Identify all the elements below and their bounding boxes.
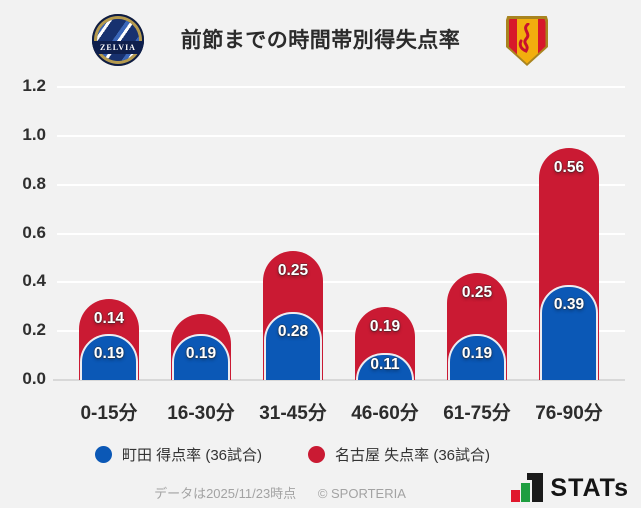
bar-scoring-segment <box>448 333 506 380</box>
x-tick-label: 76-90分 <box>535 403 603 424</box>
y-axis: 1.2 1.0 0.8 0.6 0.4 0.2 0.0 <box>6 76 46 388</box>
bar-value-label-blue: 0.28 <box>277 322 309 340</box>
legend-item: 町田 得点率 (36試合) <box>94 444 262 465</box>
stats-bars-icon <box>511 473 544 503</box>
bar-scoring-segment <box>264 311 322 380</box>
x-tick-label: 16-30分 <box>167 403 235 424</box>
header: ZELVIA 前節までの時間帯別得失点率 <box>0 12 641 70</box>
y-tick-label: 0.4 <box>22 271 46 291</box>
bar-scoring-segment <box>80 333 138 380</box>
bar-scoring-segment <box>540 284 598 380</box>
legend-label: 名古屋 失点率 (36試合) <box>335 446 491 464</box>
legend: 町田 得点率 (36試合) 名古屋 失点率 (36試合) <box>0 441 585 467</box>
legend-label: 町田 得点率 (36試合) <box>121 446 262 464</box>
y-tick-label: 1.2 <box>22 76 46 95</box>
y-tick-label: 0.8 <box>22 173 46 193</box>
x-tick-label: 0-15分 <box>80 403 138 424</box>
y-tick-label: 0.6 <box>22 222 46 242</box>
machida-zelvia-crest-icon: ZELVIA <box>92 14 144 66</box>
grampus-swirl-icon <box>518 23 530 53</box>
bar-value-label-red: 0.56 <box>553 159 585 177</box>
bar-value-label-blue: 0.19 <box>461 344 493 362</box>
gridline <box>57 232 625 235</box>
bar-value-label-red: 0.25 <box>277 261 309 279</box>
bar-scoring-segment <box>172 333 230 380</box>
data-date-note: データは2025/11/23時点 <box>154 486 297 501</box>
legend-item: 名古屋 失点率 (36試合) <box>308 444 490 465</box>
copyright: © SPORTERIA <box>317 486 406 501</box>
zelvia-crest-label: ZELVIA <box>92 41 144 54</box>
gridline-baseline <box>53 379 625 381</box>
gridline <box>57 86 625 88</box>
x-axis: 0-15分 16-30分 31-45分 46-60分 61-75分 76-90分 <box>57 398 625 426</box>
x-tick-label: 61-75分 <box>443 403 511 424</box>
footer-note: データは2025/11/23時点 © SPORTERIA <box>0 483 560 502</box>
bar-value-label-blue: 0.19 <box>93 344 125 362</box>
zelvia-z-stripes <box>97 19 139 61</box>
page-title: 前節までの時間帯別得失点率 <box>180 29 461 52</box>
y-tick-label: 1.0 <box>22 124 46 144</box>
bar-value-label-blue: 0.39 <box>553 295 585 313</box>
bar-value-label-red: 0.25 <box>461 283 493 301</box>
stats-logo: STATs <box>511 473 629 503</box>
stats-logo-text: STATs <box>550 474 629 502</box>
gridline <box>57 330 625 333</box>
bar-value-label-red: 0.19 <box>369 317 401 335</box>
gridline <box>57 281 625 284</box>
chart-plot: 0.14 0.19 0.19 0.25 0.28 0.19 0.11 0.25 0.19 0.56… <box>53 86 625 381</box>
gridline <box>57 183 625 186</box>
bar-value-label-red: 0.14 <box>93 310 125 328</box>
gridline <box>57 134 625 137</box>
legend-dot-icon <box>308 445 325 463</box>
bar-value-label-blue: 0.11 <box>370 356 400 374</box>
x-tick-label: 46-60分 <box>351 403 419 424</box>
bar-value-label-blue: 0.19 <box>185 344 217 362</box>
y-tick-label: 0.2 <box>22 320 46 340</box>
legend-dot-icon <box>94 445 112 463</box>
y-tick-label: 0.0 <box>22 369 46 388</box>
x-tick-label: 31-45分 <box>259 403 327 424</box>
